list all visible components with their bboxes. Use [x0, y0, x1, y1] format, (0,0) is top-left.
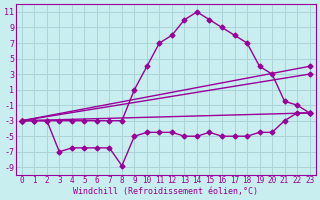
X-axis label: Windchill (Refroidissement éolien,°C): Windchill (Refroidissement éolien,°C)	[73, 187, 258, 196]
